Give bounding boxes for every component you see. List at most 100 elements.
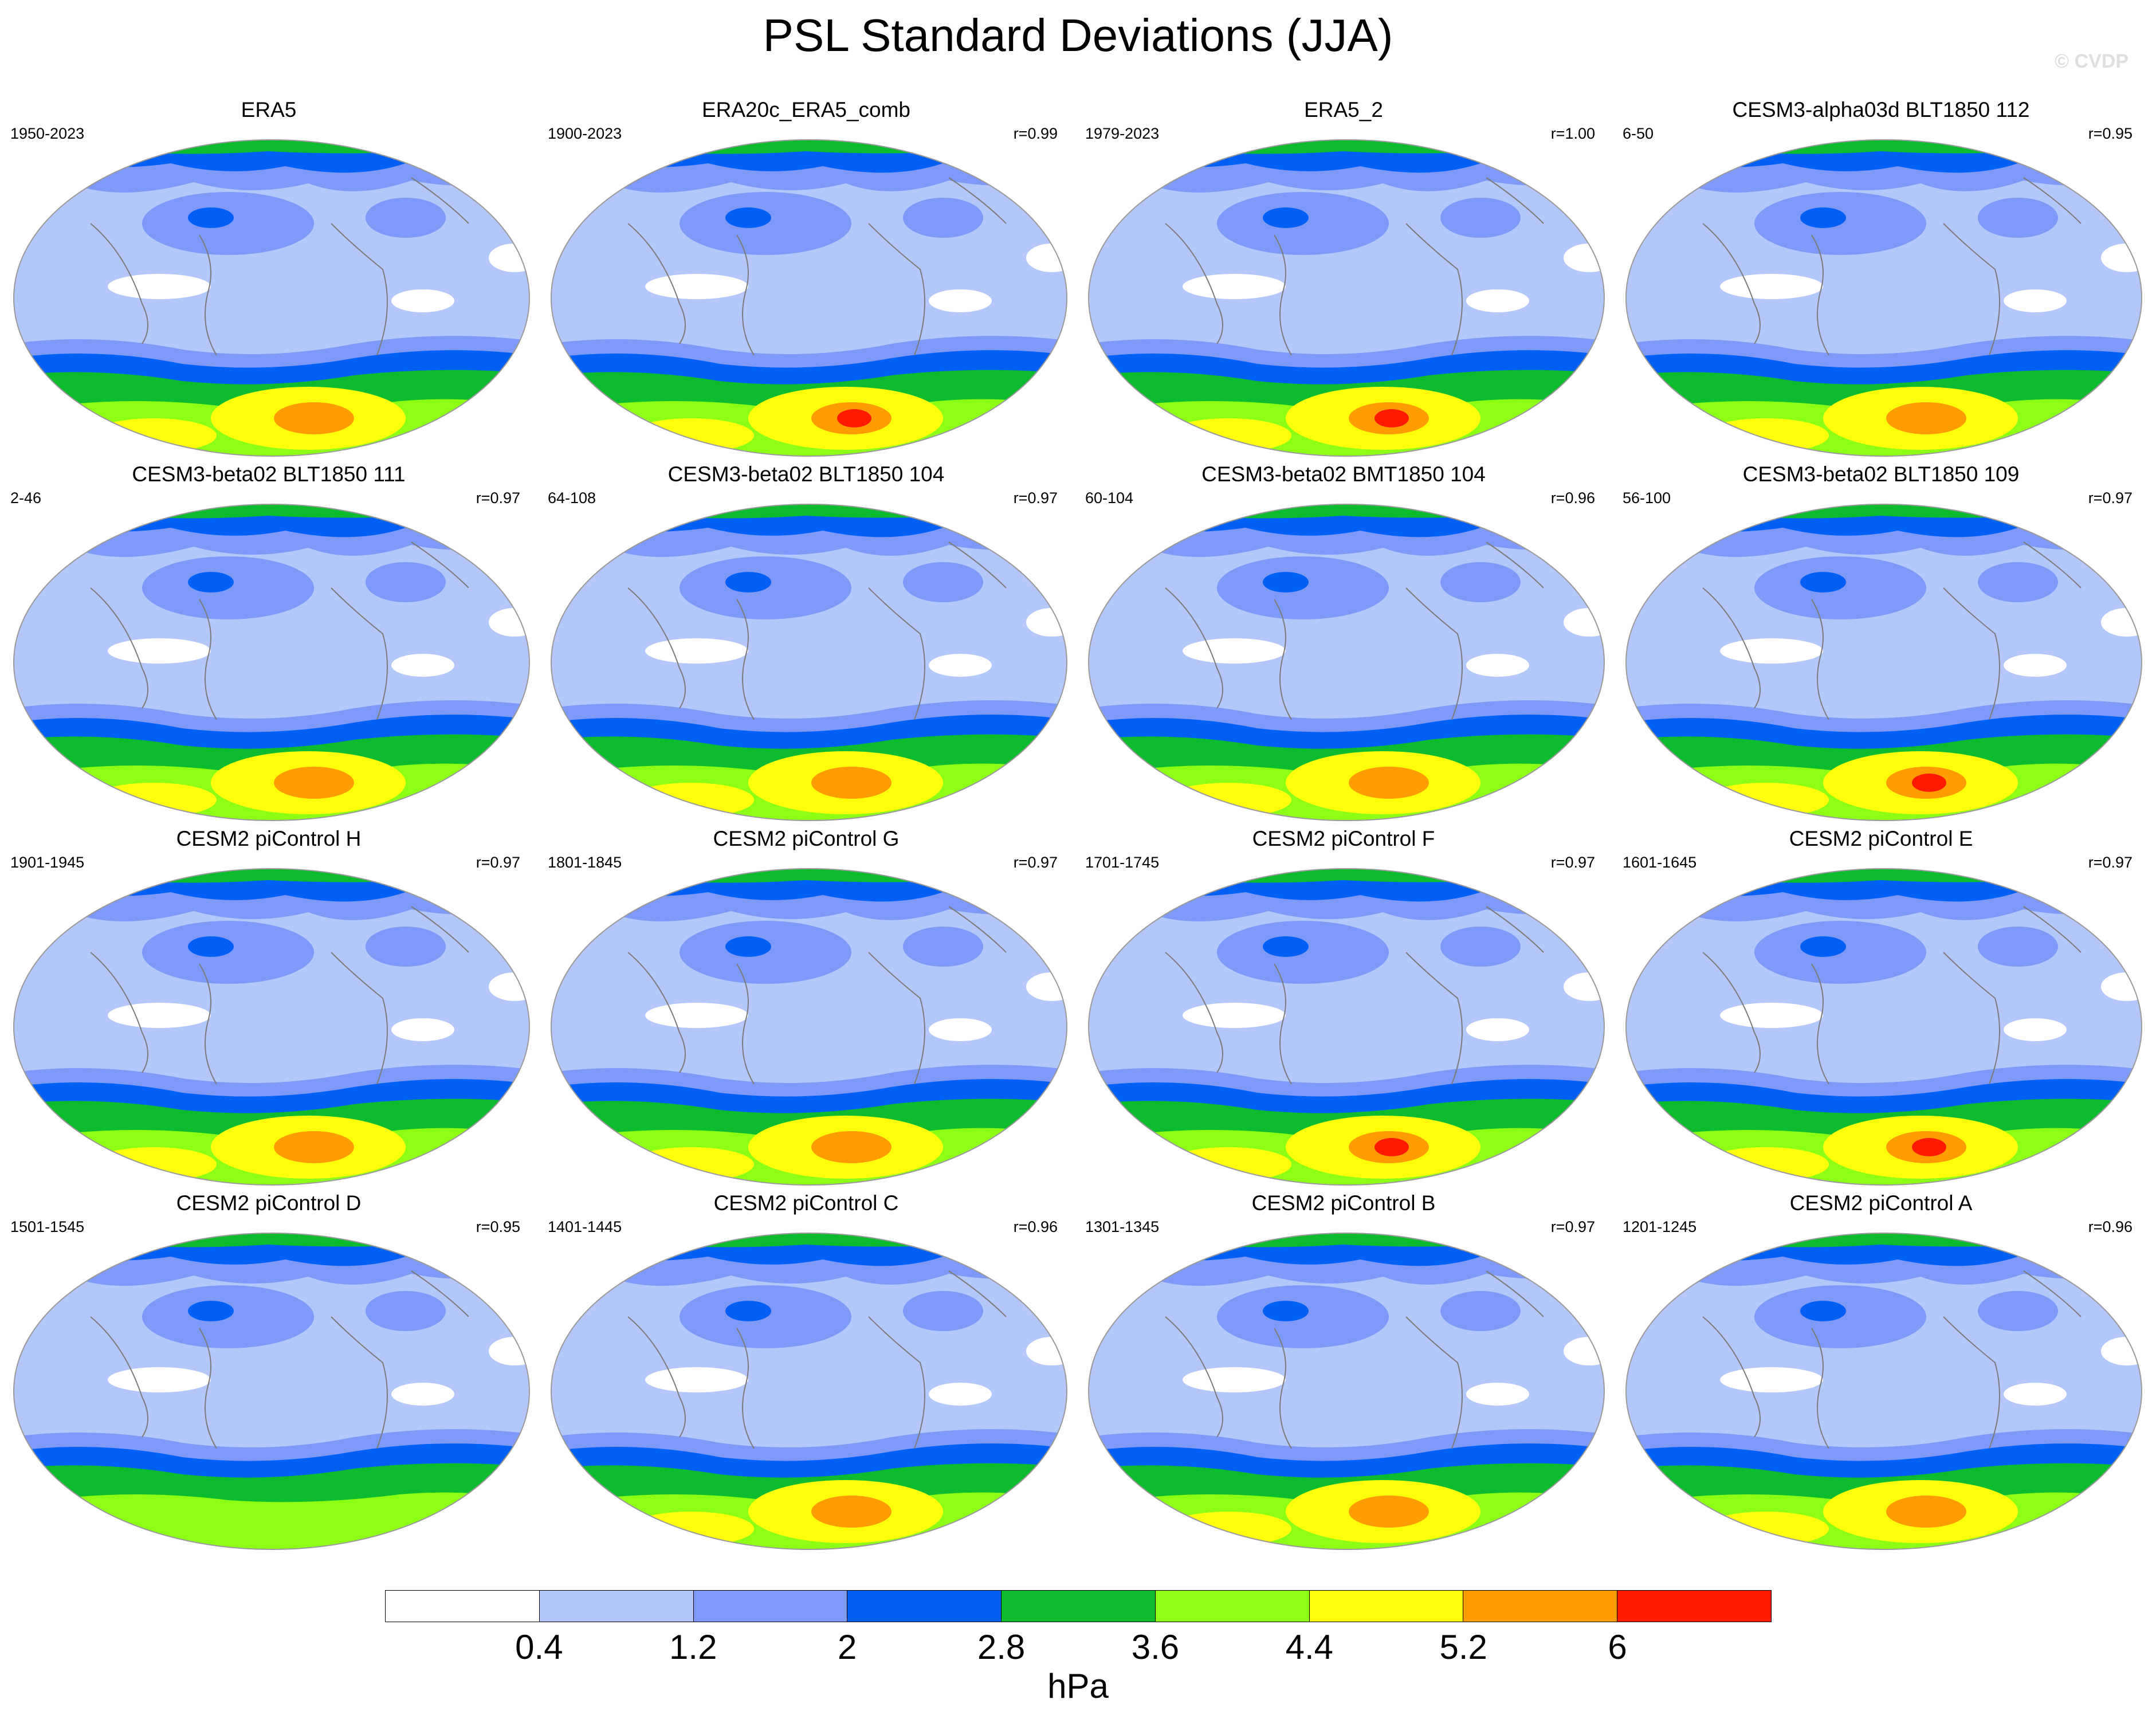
north-atlantic-anomaly <box>1440 1291 1521 1331</box>
tropical-pacific-low <box>108 274 211 299</box>
southern-max-orange <box>811 1131 892 1163</box>
north-pacific-core <box>1263 207 1309 228</box>
north-atlantic-anomaly <box>903 1291 983 1331</box>
panel-correlation: r=0.99 <box>1013 125 1058 142</box>
coastline-4 <box>948 906 1007 953</box>
panel-correlation: r=0.95 <box>476 1218 520 1235</box>
coastline-1 <box>1811 599 1829 720</box>
panel-years: 1801-1845 <box>548 854 622 871</box>
coastline-1 <box>1274 963 1292 1085</box>
southern-secondary-yellow <box>1165 1147 1291 1182</box>
coastline-2 <box>1405 1316 1463 1449</box>
tropical-atlantic-low <box>2004 289 2067 312</box>
map-panel: CESM2 piControl H 1901-1945 r=0.97 <box>0 826 537 1191</box>
panel-years: 1201-1245 <box>1623 1218 1697 1235</box>
coastline-2 <box>331 952 388 1085</box>
panel-years: 1501-1545 <box>10 1218 85 1235</box>
coastline-2 <box>1943 952 2000 1085</box>
panel-map <box>10 502 533 823</box>
coastline-2 <box>1943 1316 2000 1449</box>
panel-years: 1701-1745 <box>1085 854 1160 871</box>
panel-correlation: r=0.97 <box>1013 854 1058 871</box>
southern-max-orange <box>274 402 354 434</box>
panel-correlation: r=0.97 <box>1550 1218 1595 1235</box>
tropical-pacific-low <box>1183 1367 1286 1392</box>
north-pacific-core <box>1800 572 1846 592</box>
panel-map <box>1623 502 2145 823</box>
north-pacific-core <box>1800 207 1846 228</box>
globe-outline <box>13 139 530 457</box>
panel-map <box>1623 1231 2145 1552</box>
tropical-atlantic-low <box>1466 1018 1529 1041</box>
coastline-2 <box>1405 952 1463 1085</box>
globe-outline <box>13 504 530 821</box>
panel-title: CESM3-beta02 BLT1850 111 <box>132 462 406 486</box>
tropical-atlantic-low <box>929 654 992 677</box>
coastline-2 <box>868 1316 925 1449</box>
coastline-4 <box>948 177 1007 224</box>
north-pacific-core <box>1800 1301 1846 1321</box>
coastline-4 <box>411 541 469 588</box>
panel-title: ERA5 <box>241 98 297 121</box>
panel-title: CESM3-beta02 BLT1850 109 <box>1742 462 2020 486</box>
southern-secondary-yellow <box>1165 1512 1291 1546</box>
panel-title: CESM2 piControl G <box>713 827 900 850</box>
tropical-pacific-low <box>1720 638 1823 664</box>
coastline-1 <box>1274 599 1292 720</box>
panel-years: 1979-2023 <box>1085 125 1160 142</box>
coastline-3 <box>1165 587 1223 709</box>
coastline-4 <box>948 1270 1007 1317</box>
robinson-map <box>1625 868 2142 1186</box>
north-pacific-core <box>1800 936 1846 957</box>
colorbar-swatch <box>1463 1591 1618 1622</box>
robinson-map <box>551 504 1067 821</box>
southern-secondary-yellow <box>1703 1147 1829 1182</box>
north-atlantic-anomaly <box>903 562 983 602</box>
panel-map <box>548 502 1070 823</box>
panel-map <box>1623 866 2145 1187</box>
robinson-map <box>13 504 530 821</box>
southern-max-red <box>837 409 871 427</box>
colorbar-swatch <box>386 1591 540 1622</box>
north-pacific-core <box>725 1301 771 1321</box>
north-pacific-core <box>725 572 771 592</box>
tropical-pacific-low <box>1720 274 1823 299</box>
coastline-2 <box>868 587 925 720</box>
watermark: © CVDP <box>2055 50 2128 72</box>
globe-outline <box>1088 139 1605 457</box>
coastline-2 <box>1405 223 1463 356</box>
north-pacific-core <box>725 207 771 228</box>
tropical-pacific-low <box>645 638 748 664</box>
panel-correlation: r=0.97 <box>1550 854 1595 871</box>
robinson-map <box>551 1233 1067 1550</box>
tropical-pacific-low <box>1183 274 1286 299</box>
panel-map <box>10 866 533 1187</box>
coastline-2 <box>331 223 388 356</box>
coastline-3 <box>1702 587 1761 709</box>
panel-years: 56-100 <box>1623 489 1671 507</box>
panel-correlation: r=0.97 <box>1013 489 1058 507</box>
coastline-2 <box>331 587 388 720</box>
robinson-map <box>13 139 530 457</box>
panel-correlation: r=0.96 <box>2088 1218 2133 1235</box>
tropical-pacific-low <box>108 638 211 664</box>
panel-map <box>1085 1231 1608 1552</box>
north-atlantic-anomaly <box>903 927 983 967</box>
map-panel: CESM3-alpha03d BLT1850 112 6-50 r=0.95 <box>1612 97 2150 462</box>
southern-max-orange <box>274 767 354 799</box>
panel-years: 1901-1945 <box>10 854 85 871</box>
southern-secondary-yellow <box>628 1147 754 1182</box>
tropical-atlantic-low <box>391 1383 454 1406</box>
panel-title: ERA20c_ERA5_comb <box>701 98 911 121</box>
panel-years: 60-104 <box>1085 489 1134 507</box>
robinson-map <box>1088 868 1605 1186</box>
panel-title: CESM3-beta02 BMT1850 104 <box>1201 462 1486 486</box>
colorbar-swatch <box>1155 1591 1310 1622</box>
map-panel: CESM3-beta02 BLT1850 109 56-100 r=0.97 <box>1612 462 2150 826</box>
coastline-1 <box>736 1328 755 1449</box>
globe-outline <box>1088 1233 1605 1550</box>
tropical-pacific-low <box>1720 1003 1823 1028</box>
north-atlantic-anomaly <box>1440 927 1521 967</box>
north-pacific-core <box>188 936 234 957</box>
coastline-1 <box>199 599 217 720</box>
